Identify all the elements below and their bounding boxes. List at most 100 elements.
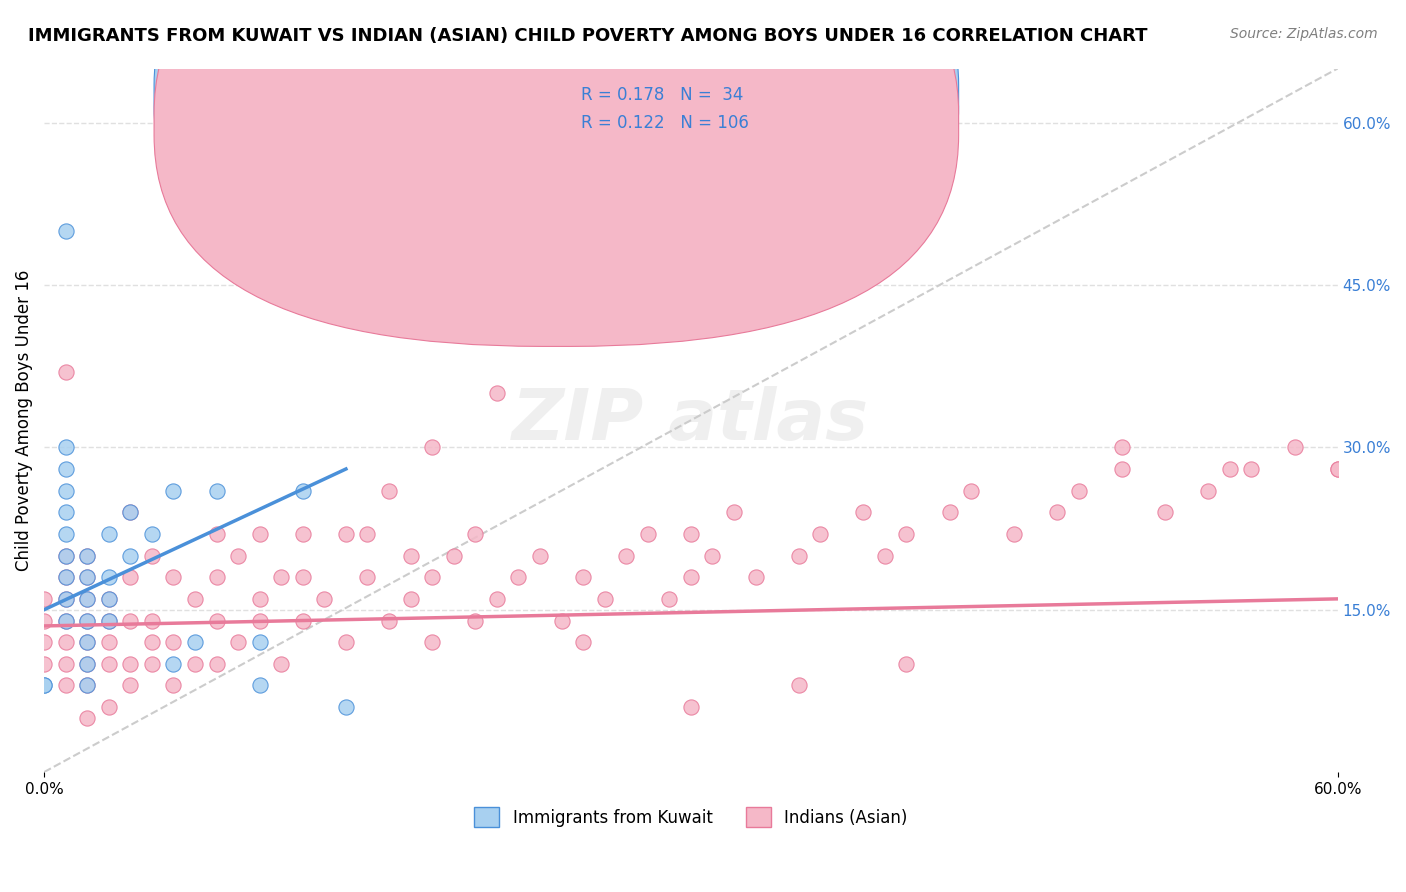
- Indians (Asian): [1197, 483, 1219, 498]
- Indians (Asian): [55, 549, 77, 563]
- Indians (Asian): [356, 527, 378, 541]
- Indians (Asian): [464, 614, 486, 628]
- Indians (Asian): [658, 591, 681, 606]
- Immigrants from Kuwait: [76, 678, 98, 692]
- Indians (Asian): [356, 570, 378, 584]
- FancyBboxPatch shape: [516, 72, 859, 156]
- Immigrants from Kuwait: [184, 635, 207, 649]
- Indians (Asian): [808, 527, 831, 541]
- Legend: Immigrants from Kuwait, Indians (Asian): Immigrants from Kuwait, Indians (Asian): [468, 800, 914, 834]
- Indians (Asian): [226, 635, 249, 649]
- Immigrants from Kuwait: [97, 527, 120, 541]
- Indians (Asian): [1111, 441, 1133, 455]
- FancyBboxPatch shape: [155, 0, 959, 318]
- Indians (Asian): [249, 614, 271, 628]
- Immigrants from Kuwait: [76, 635, 98, 649]
- Indians (Asian): [97, 700, 120, 714]
- Immigrants from Kuwait: [55, 505, 77, 519]
- Indians (Asian): [249, 591, 271, 606]
- Indians (Asian): [76, 570, 98, 584]
- Indians (Asian): [76, 591, 98, 606]
- Immigrants from Kuwait: [32, 678, 55, 692]
- Indians (Asian): [141, 549, 163, 563]
- Indians (Asian): [852, 505, 875, 519]
- Indians (Asian): [97, 614, 120, 628]
- Indians (Asian): [420, 441, 443, 455]
- Indians (Asian): [97, 657, 120, 671]
- Immigrants from Kuwait: [55, 591, 77, 606]
- Indians (Asian): [1240, 462, 1263, 476]
- Indians (Asian): [55, 614, 77, 628]
- Indians (Asian): [378, 483, 401, 498]
- Immigrants from Kuwait: [291, 483, 314, 498]
- Indians (Asian): [249, 527, 271, 541]
- Indians (Asian): [550, 614, 572, 628]
- Immigrants from Kuwait: [55, 483, 77, 498]
- Immigrants from Kuwait: [32, 678, 55, 692]
- Indians (Asian): [1326, 462, 1348, 476]
- Text: ZIP atlas: ZIP atlas: [512, 385, 869, 455]
- Indians (Asian): [723, 505, 745, 519]
- Indians (Asian): [485, 591, 508, 606]
- Indians (Asian): [1046, 505, 1069, 519]
- Indians (Asian): [97, 635, 120, 649]
- Indians (Asian): [314, 591, 336, 606]
- Indians (Asian): [120, 614, 142, 628]
- Immigrants from Kuwait: [97, 591, 120, 606]
- Immigrants from Kuwait: [55, 441, 77, 455]
- Indians (Asian): [614, 549, 637, 563]
- Indians (Asian): [508, 570, 530, 584]
- Immigrants from Kuwait: [120, 549, 142, 563]
- Indians (Asian): [205, 570, 228, 584]
- Indians (Asian): [76, 711, 98, 725]
- Indians (Asian): [420, 570, 443, 584]
- Indians (Asian): [938, 505, 960, 519]
- Indians (Asian): [485, 386, 508, 401]
- Indians (Asian): [120, 505, 142, 519]
- Indians (Asian): [120, 657, 142, 671]
- Indians (Asian): [679, 570, 702, 584]
- Indians (Asian): [205, 614, 228, 628]
- Immigrants from Kuwait: [76, 657, 98, 671]
- Immigrants from Kuwait: [141, 527, 163, 541]
- Indians (Asian): [378, 614, 401, 628]
- Immigrants from Kuwait: [55, 570, 77, 584]
- Indians (Asian): [399, 549, 422, 563]
- Immigrants from Kuwait: [162, 657, 184, 671]
- Immigrants from Kuwait: [120, 505, 142, 519]
- Indians (Asian): [291, 527, 314, 541]
- Indians (Asian): [873, 549, 896, 563]
- Indians (Asian): [572, 570, 595, 584]
- Indians (Asian): [32, 591, 55, 606]
- Indians (Asian): [335, 635, 357, 649]
- Immigrants from Kuwait: [76, 614, 98, 628]
- Immigrants from Kuwait: [249, 635, 271, 649]
- Indians (Asian): [270, 570, 292, 584]
- Immigrants from Kuwait: [97, 570, 120, 584]
- Indians (Asian): [960, 483, 983, 498]
- Indians (Asian): [399, 591, 422, 606]
- Indians (Asian): [76, 657, 98, 671]
- Immigrants from Kuwait: [335, 700, 357, 714]
- Immigrants from Kuwait: [205, 483, 228, 498]
- Indians (Asian): [120, 570, 142, 584]
- Indians (Asian): [120, 678, 142, 692]
- Immigrants from Kuwait: [162, 483, 184, 498]
- Indians (Asian): [141, 657, 163, 671]
- Indians (Asian): [679, 527, 702, 541]
- Indians (Asian): [1284, 441, 1306, 455]
- Indians (Asian): [55, 365, 77, 379]
- Indians (Asian): [1154, 505, 1177, 519]
- Indians (Asian): [205, 657, 228, 671]
- Indians (Asian): [162, 678, 184, 692]
- Text: R = 0.122   N = 106: R = 0.122 N = 106: [581, 114, 749, 132]
- Immigrants from Kuwait: [76, 549, 98, 563]
- Indians (Asian): [896, 657, 918, 671]
- Indians (Asian): [787, 678, 810, 692]
- Indians (Asian): [787, 549, 810, 563]
- Indians (Asian): [464, 527, 486, 541]
- Indians (Asian): [226, 549, 249, 563]
- Indians (Asian): [76, 678, 98, 692]
- Indians (Asian): [97, 591, 120, 606]
- Indians (Asian): [76, 614, 98, 628]
